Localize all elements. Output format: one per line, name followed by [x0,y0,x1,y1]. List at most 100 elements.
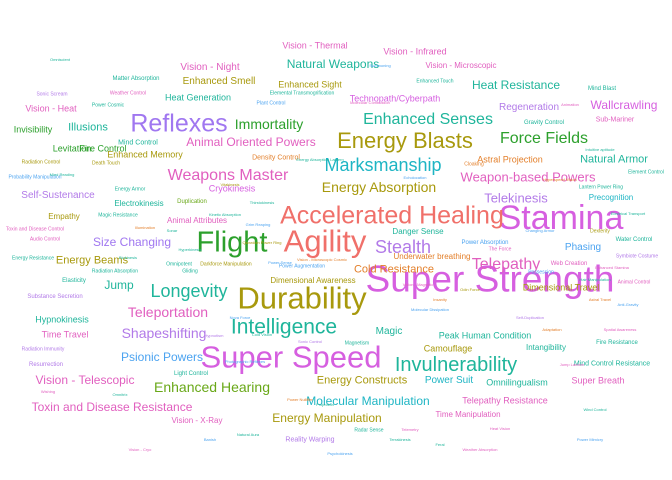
word: Elasticity [62,278,86,284]
word: Vision - X-Ray [171,416,223,425]
word: Wallcrawling [590,98,658,112]
word: Self-Duplication [515,315,545,320]
word: Vision - Thermal [282,40,348,51]
word: Cold Vision [251,332,273,337]
word: Illusions [68,121,108,134]
word: Technopath/Cyberpath [349,93,441,104]
word: Self-Sustenance [21,190,95,201]
word: Astral Travel [588,297,612,302]
word: Qwardian Power Ring [242,240,282,245]
word: Animal Attributes [166,216,228,225]
word: Heat Vision [489,426,511,431]
word: Terrakinesis [389,437,411,442]
word: Super Strength [365,258,615,300]
word: Web Creation [550,261,588,267]
word: Marksmanship [324,155,442,175]
word: Longevity [150,281,228,301]
word: Magnetism [344,340,370,347]
word: Vision - Night [180,62,240,73]
word: Power Mimicry [576,437,604,442]
word: Mind Blast [587,86,617,92]
word: Time Travel [41,329,89,340]
word: Enhanced Senses [363,111,493,128]
word: Omnipotent [166,261,192,268]
word: Molecular Combustion [350,100,390,105]
word: Vision - Heat [25,103,77,114]
word: Intangibility [525,343,567,352]
word: Toxin and Disease Control [5,226,65,233]
word: The Force [488,246,512,253]
word: Heat Generation [164,92,232,103]
word: Shapeshifting [121,325,207,341]
word: Psychokinesis [327,451,353,456]
word: Power Nullifier [287,397,313,402]
word: Vision - Cryo [128,447,152,452]
word: Enhanced Stamina [595,265,629,270]
word: Hyperspeed Vision [543,177,577,182]
word: Weapon-based Powers [460,169,596,185]
word: Electrical Transport [610,211,646,216]
word: Possession [528,269,554,276]
word: Astral Projection [477,154,543,165]
word: Stealth [374,237,432,257]
word: Natural Aura [236,432,260,437]
word: Power Sense [268,260,292,265]
word: Biokinesis [118,255,138,260]
word: Insanity [433,297,447,302]
word: Power Augmentation [278,263,326,270]
word: Energy Beams [55,254,129,267]
word: Energy Manipulation [272,411,382,425]
word: Cold Resistance [353,263,435,276]
word: Probability Manipulation [8,174,62,181]
word: Telekinesis [484,190,548,206]
word: Projection [316,402,334,407]
word: Weather Absorption [462,447,498,452]
word: Grim Reaping [245,222,271,227]
word: Jump [104,278,134,292]
word: Dimensional Awareness [270,276,356,285]
word: Electrokinesis [114,199,164,208]
word: Enhanced Touch [416,78,454,85]
word: Telepathy Resistance [462,395,548,406]
word: Omnilingualism [486,377,548,388]
word: Enhanced Sight [278,79,342,90]
word: Weapons Master [167,167,289,184]
word: Heat Resistance [471,78,561,92]
word: Illumination [134,225,156,230]
word: Weather Control [109,90,147,97]
word: Levitation [52,143,92,154]
word: Agility [283,223,367,259]
word: Jump Lantern [559,362,585,367]
word: Intuitive aptitude [585,147,615,152]
word: Magic Resistance [98,212,138,219]
word: Power Cosmic [91,102,125,109]
word: Dexterity [590,228,610,235]
word: Energy Armor [114,186,146,193]
word: Sonic Scream [36,91,68,98]
word: Plant Control [256,100,286,107]
word: Mind Reading [49,172,75,177]
word: Psionic Powers [120,350,204,364]
word: Vision - Microscopic Cosmic [297,257,347,262]
word: Substance Secretion [27,294,83,300]
word: Thirstokinesis [249,200,275,205]
word: Vision - Telescopic [35,373,135,387]
word: Flight [196,226,268,259]
word: Enhanced Hearing [154,379,270,395]
word: Reflexes [130,109,228,138]
word: Telemetry [401,427,419,432]
word: Omniscient [49,57,71,62]
word: Empathy [48,212,80,221]
word: Cloaking [464,161,484,168]
word: Molecular Manipulation [306,394,430,408]
word: Hair Manipulation [579,277,611,282]
word: Vitakinesis [220,182,240,187]
word: Natural Armor [580,153,648,166]
word: Reality Warping [285,436,335,444]
word: Natural Weapons [286,57,380,71]
word: Summoning [369,63,391,68]
word: Audio Control [29,236,61,243]
word: Energy Blasts [337,128,473,153]
word: Regeneration [498,102,560,113]
word: Molecular Dissipation [410,307,450,312]
